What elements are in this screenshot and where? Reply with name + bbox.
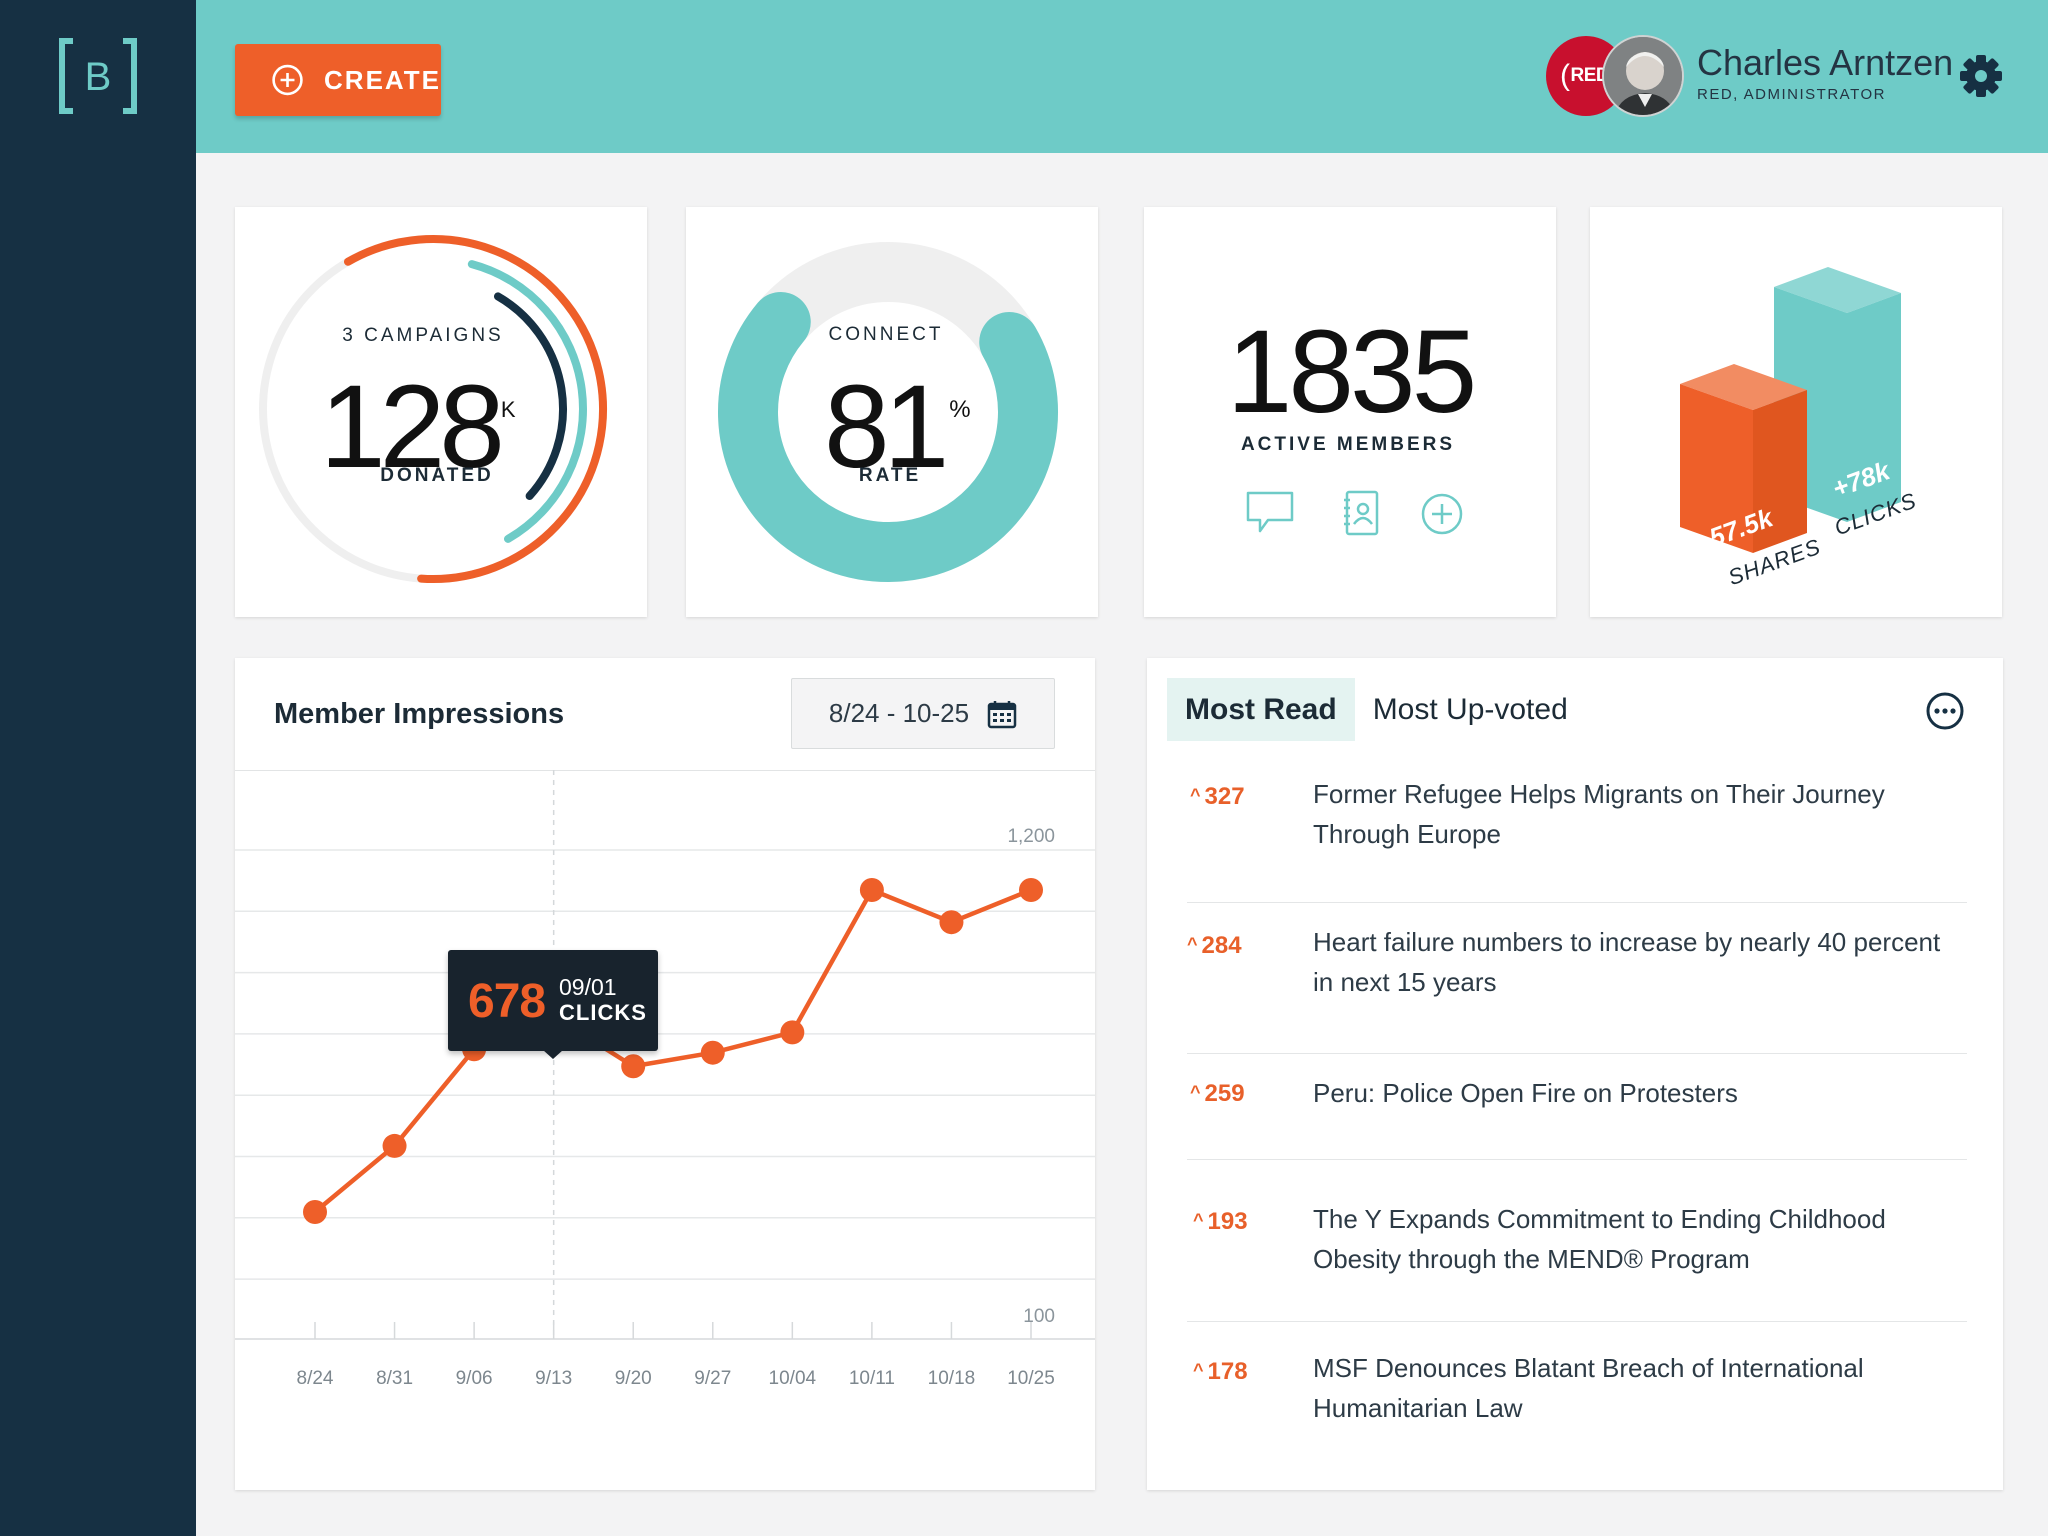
donated-value: 128K	[320, 345, 516, 492]
contacts-book-icon[interactable]	[1341, 490, 1381, 536]
member-impressions-panel: Member Impressions 8/24 - 10-25 1,200 100…	[235, 658, 1095, 1490]
x-tick-label: 10/25	[1007, 1368, 1055, 1389]
vote-number: 284	[1201, 932, 1242, 959]
data-point	[1019, 878, 1043, 902]
tooltip-label: CLICKS	[559, 1000, 647, 1025]
tooltip-date: 09/01	[559, 974, 617, 1000]
articles-tabs: Most Read Most Up-voted	[1167, 678, 1586, 741]
date-range-text: 8/24 - 10-25	[828, 698, 970, 728]
article-title: The Y Expands Commitment to Ending Child…	[1313, 1204, 1886, 1274]
vote-count: ^ 284	[1187, 932, 1242, 960]
x-tick-label: 10/04	[769, 1368, 817, 1389]
members-card[interactable]: 1835 ACTIVE MEMBERS	[1144, 207, 1556, 617]
user-role: RED, ADMINISTRATOR	[1697, 86, 1886, 103]
y-tick-label: 100	[1023, 1306, 1055, 1327]
vote-count: ^ 178	[1193, 1358, 1248, 1386]
list-item[interactable]: ^ 193 The Y Expands Commitment to Ending …	[1187, 1160, 1967, 1322]
connect-donut	[718, 242, 1058, 582]
connect-rate-card[interactable]: CONNECT 81% RATE	[686, 207, 1098, 617]
vote-count: ^ 259	[1190, 1080, 1245, 1108]
caret-up-icon: ^	[1187, 934, 1198, 954]
vote-number: 327	[1204, 783, 1245, 810]
chat-icon[interactable]	[1244, 490, 1296, 536]
user-avatar	[1602, 35, 1684, 117]
list-item[interactable]: ^ 259 Peru: Police Open Fire on Protester…	[1187, 1054, 1967, 1160]
user-name: Charles Arntzen	[1697, 42, 1954, 83]
caret-up-icon: ^	[1193, 1360, 1204, 1380]
vote-number: 193	[1207, 1208, 1248, 1235]
data-point	[859, 878, 884, 902]
data-point	[780, 1020, 805, 1045]
connect-number: 81	[824, 361, 949, 493]
create-button-label: CREATE	[324, 64, 441, 95]
date-range-picker[interactable]: 8/24 - 10-25	[791, 678, 1055, 749]
x-tick-label: 9/13	[535, 1368, 572, 1389]
campaigns-label: 3 CAMPAIGNS	[342, 325, 504, 346]
x-tick-label: 9/06	[456, 1368, 493, 1389]
impressions-header-divider	[235, 770, 1095, 771]
x-tick-label: 9/27	[694, 1368, 731, 1389]
sidebar: B	[0, 0, 196, 1536]
tooltip-pointer	[543, 1050, 563, 1059]
data-point	[382, 1133, 407, 1158]
vote-number: 178	[1207, 1358, 1248, 1385]
top-bar: CREATE (RED Charles Arntzen RED, ADMINIS…	[196, 0, 2048, 153]
donated-caption: DONATED	[380, 465, 494, 486]
tooltip-value: 678	[468, 975, 546, 1028]
data-point	[700, 1040, 725, 1065]
gear-icon[interactable]	[1960, 55, 2002, 97]
series-line	[313, 887, 1032, 1214]
caret-up-icon: ^	[1190, 1082, 1201, 1102]
article-title: Heart failure numbers to increase by nea…	[1313, 927, 1941, 997]
chart-tooltip: 678 09/01 CLICKS	[448, 950, 658, 1059]
calendar-icon	[987, 700, 1017, 728]
data-point	[939, 910, 964, 935]
donated-unit: K	[500, 397, 516, 422]
tab-most-read[interactable]: Most Read	[1167, 678, 1355, 741]
create-button[interactable]: CREATE	[235, 44, 441, 116]
list-item[interactable]: ^ 327 Former Refugee Helps Migrants on Th…	[1187, 754, 1967, 903]
data-point	[621, 1054, 646, 1079]
articles-list: ^ 327 Former Refugee Helps Migrants on Th…	[1187, 754, 1967, 1472]
list-item[interactable]: ^ 284 Heart failure numbers to increase b…	[1187, 903, 1967, 1054]
connect-label: CONNECT	[828, 324, 944, 345]
vote-number: 259	[1204, 1080, 1245, 1107]
add-member-icon[interactable]	[1420, 492, 1464, 536]
article-title: Peru: Police Open Fire on Protesters	[1313, 1078, 1738, 1108]
x-tick-label: 8/24	[297, 1368, 334, 1389]
connect-unit: %	[949, 396, 971, 423]
more-options-icon[interactable]	[1925, 691, 1965, 731]
vote-count: ^ 327	[1190, 783, 1245, 811]
x-tick-label: 8/31	[376, 1368, 413, 1389]
connect-value: 81%	[824, 345, 971, 492]
x-tick-label: 9/20	[615, 1368, 652, 1389]
rate-caption: RATE	[858, 465, 922, 486]
tab-most-upvoted[interactable]: Most Up-voted	[1372, 692, 1568, 726]
x-tick-label: 10/11	[849, 1368, 895, 1389]
user-avatars[interactable]: (RED	[1546, 35, 1684, 117]
article-title: MSF Denounces Blatant Breach of Internat…	[1313, 1353, 1864, 1423]
vote-count: ^ 193	[1193, 1208, 1248, 1236]
donated-number: 128	[320, 361, 505, 493]
list-item[interactable]: ^ 178 MSF Denounces Blatant Breach of Int…	[1187, 1322, 1967, 1472]
svg-text:B: B	[85, 55, 112, 99]
impressions-title: Member Impressions	[274, 698, 565, 730]
social-stats-card[interactable]: 57.5k +78k SHARES CLICKS	[1590, 207, 2002, 617]
members-caption: ACTIVE MEMBERS	[1240, 434, 1456, 455]
isometric-bars: 57.5k +78k SHARES CLICKS	[1680, 267, 1920, 590]
caret-up-icon: ^	[1193, 1210, 1204, 1230]
impressions-line-chart[interactable]: 1,200 100 8/24 8/31 9/06 9/13 9/20 9/27 10/04 10/…	[235, 770, 1095, 1490]
caret-up-icon: ^	[1190, 785, 1201, 805]
donations-card[interactable]: 3 CAMPAIGNS 128K DONATED	[235, 207, 647, 617]
y-tick-label: 1,200	[1007, 826, 1055, 847]
donations-rings	[259, 235, 607, 583]
articles-panel: Most Read Most Up-voted ^ 327 Former Refu…	[1147, 658, 2003, 1490]
brand-logo[interactable]: B	[59, 38, 137, 114]
x-tick-label: 10/18	[928, 1368, 976, 1389]
data-point	[303, 1200, 327, 1224]
members-value: 1835	[1226, 306, 1478, 438]
org-badge-text: RED	[1570, 65, 1610, 86]
plus-circle-icon	[272, 64, 303, 96]
article-title: Former Refugee Helps Migrants on Their J…	[1313, 779, 1885, 849]
